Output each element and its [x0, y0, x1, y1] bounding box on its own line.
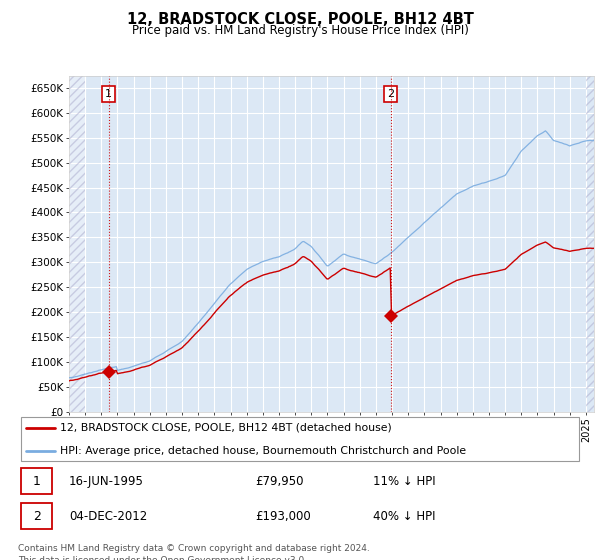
Bar — [69, 76, 85, 412]
Text: 04-DEC-2012: 04-DEC-2012 — [69, 510, 147, 523]
Text: 12, BRADSTOCK CLOSE, POOLE, BH12 4BT: 12, BRADSTOCK CLOSE, POOLE, BH12 4BT — [127, 12, 473, 27]
FancyBboxPatch shape — [21, 417, 579, 461]
Bar — [586, 76, 594, 412]
FancyBboxPatch shape — [21, 503, 52, 529]
Text: 2: 2 — [387, 89, 394, 99]
Text: HPI: Average price, detached house, Bournemouth Christchurch and Poole: HPI: Average price, detached house, Bour… — [60, 446, 466, 455]
Text: Contains HM Land Registry data © Crown copyright and database right 2024.
This d: Contains HM Land Registry data © Crown c… — [18, 544, 370, 560]
Text: 12, BRADSTOCK CLOSE, POOLE, BH12 4BT (detached house): 12, BRADSTOCK CLOSE, POOLE, BH12 4BT (de… — [60, 423, 392, 432]
Text: 1: 1 — [105, 89, 112, 99]
Text: 16-JUN-1995: 16-JUN-1995 — [69, 474, 143, 488]
Text: Price paid vs. HM Land Registry's House Price Index (HPI): Price paid vs. HM Land Registry's House … — [131, 24, 469, 36]
Text: £193,000: £193,000 — [255, 510, 311, 523]
FancyBboxPatch shape — [21, 468, 52, 494]
Text: £79,950: £79,950 — [255, 474, 304, 488]
Text: 2: 2 — [32, 510, 41, 523]
Text: 11% ↓ HPI: 11% ↓ HPI — [373, 474, 436, 488]
Text: 40% ↓ HPI: 40% ↓ HPI — [373, 510, 436, 523]
Text: 1: 1 — [32, 474, 41, 488]
